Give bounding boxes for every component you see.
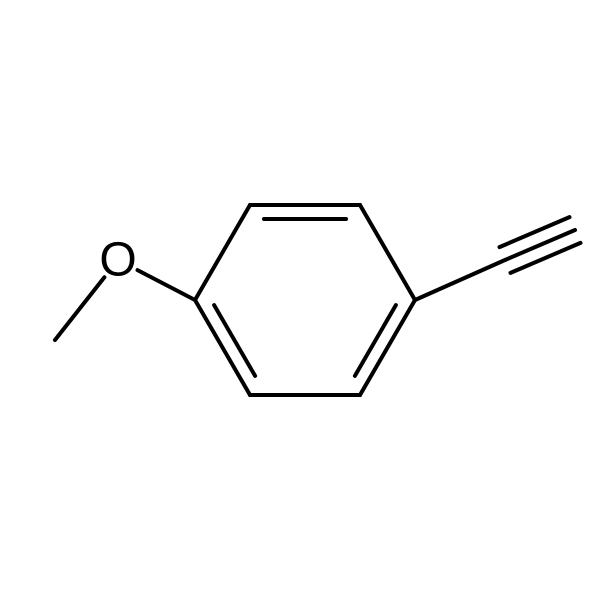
bond-line [499, 217, 569, 247]
bond-line [415, 260, 505, 300]
bond-line [195, 300, 250, 395]
bond-line [360, 300, 415, 395]
bond-line [138, 270, 195, 300]
bond-line [360, 205, 415, 300]
bond-line [55, 277, 104, 340]
bond-line [505, 230, 575, 260]
bond-line [195, 205, 250, 300]
atom-label-o: O [99, 234, 136, 287]
molecule-diagram: O [0, 0, 600, 600]
bond-line [511, 243, 581, 273]
